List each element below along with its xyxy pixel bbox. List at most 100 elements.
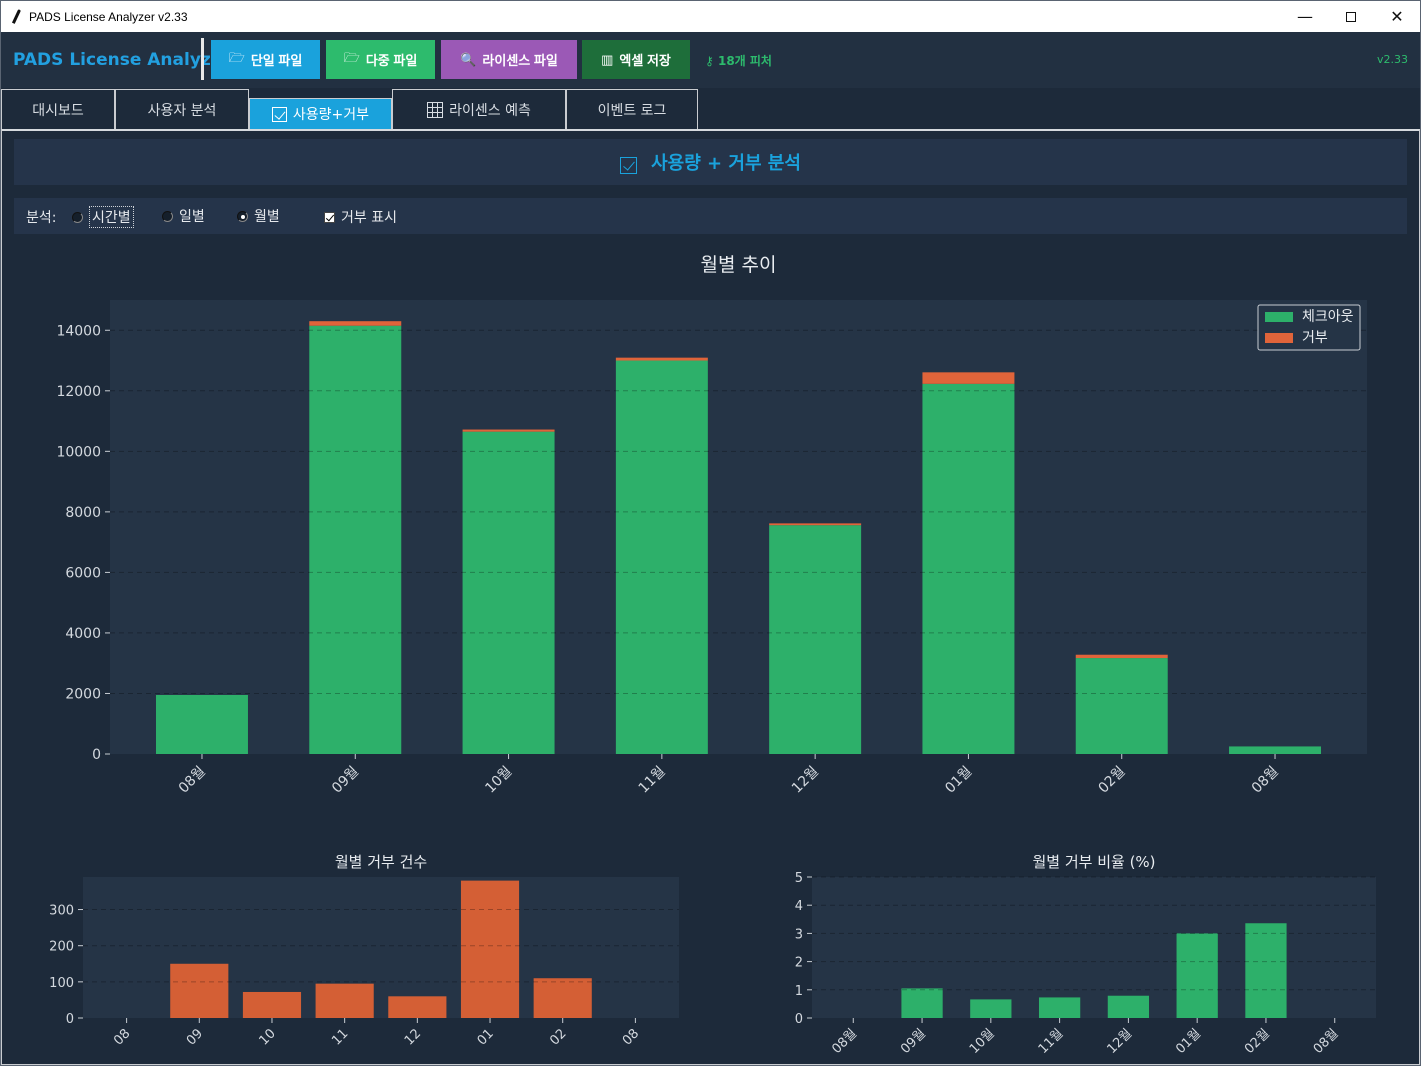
x-tick-label: 09월 [898, 1026, 929, 1057]
bar [170, 963, 229, 1018]
y-tick-label: 12000 [56, 384, 101, 400]
x-tick-label: 08월 [829, 1026, 860, 1057]
checkbox-icon [620, 156, 638, 174]
x-tick-label: 02월 [1096, 764, 1129, 797]
bar [155, 694, 248, 754]
x-tick-label: 08 [111, 1026, 133, 1048]
bar [1107, 995, 1150, 1018]
radio-monthly[interactable]: 월별 [237, 206, 280, 226]
x-tick-label: 12 [402, 1026, 424, 1048]
radio-selected-icon [237, 210, 248, 222]
multi-file-button[interactable]: 🗁 다중 파일 [326, 40, 435, 79]
radio-hourly-label: 시간별 [89, 206, 134, 228]
tab-license-forecast[interactable]: 라이센스 예측 [392, 89, 566, 129]
single-file-button[interactable]: 🗁 단일 파일 [211, 40, 320, 79]
x-tick-label: 12월 [1104, 1026, 1135, 1057]
tab-event-log[interactable]: 이벤트 로그 [566, 89, 698, 129]
x-tick-label: 11 [329, 1026, 351, 1048]
y-tick-label: 3 [795, 927, 803, 942]
bar [309, 325, 402, 754]
bar [922, 383, 1015, 754]
x-tick-label: 08 [620, 1026, 642, 1048]
x-tick-label: 08월 [1249, 764, 1282, 797]
toolbar: PADS License Analyzer 🗁 단일 파일 🗁 다중 파일 🔍 라이센… [1, 32, 1420, 88]
bar [388, 996, 447, 1018]
bar [1038, 997, 1081, 1018]
tab-user-analysis[interactable]: 사용자 분석 [115, 89, 249, 129]
bar [462, 429, 555, 432]
bar [1229, 746, 1322, 754]
y-tick-label: 8000 [65, 505, 101, 521]
tab-label: 사용자 분석 [147, 102, 217, 119]
x-tick-label: 09 [184, 1026, 206, 1048]
y-tick-label: 0 [795, 1012, 803, 1027]
tab-label: 대시보드 [32, 102, 84, 119]
section-title: 사용량 + 거부 분석 [651, 153, 801, 174]
bar [533, 978, 592, 1018]
tab-usage-deny[interactable]: 사용량+거부 [249, 98, 392, 129]
legend-label: 체크아웃 [1302, 309, 1354, 325]
tab-label: 라이센스 예측 [449, 102, 531, 119]
maximize-button[interactable] [1328, 1, 1374, 32]
analysis-label: 분석: [26, 210, 57, 226]
single-file-label: 단일 파일 [250, 53, 303, 68]
show-deny-checkbox[interactable]: 거부 표시 [324, 207, 397, 227]
x-tick-label: 01월 [942, 764, 975, 797]
excel-save-button[interactable]: ▥ 엑셀 저장 [582, 40, 690, 79]
show-deny-label: 거부 표시 [341, 210, 397, 226]
key-icon: ⚷ [705, 54, 718, 68]
checkbox-icon [271, 106, 287, 122]
chart-title: 월별 거부 건수 [335, 853, 427, 871]
x-tick-label: 09월 [329, 764, 362, 797]
legend-swatch [1265, 312, 1293, 322]
radio-hourly[interactable]: 시간별 [72, 206, 134, 228]
y-tick-label: 10000 [56, 444, 101, 460]
close-button[interactable]: ✕ [1390, 7, 1404, 26]
tab-label: 이벤트 로그 [597, 102, 667, 119]
bar [1075, 658, 1168, 754]
bar [460, 880, 520, 1018]
x-tick-label: 01월 [1173, 1026, 1204, 1057]
y-tick-label: 1 [795, 984, 803, 999]
analysis-options: 분석: 시간별 일별 월별 거부 표시 [14, 198, 1407, 234]
bar [1075, 654, 1168, 659]
toolbar-divider [201, 38, 204, 80]
chart-title: 월별 거부 비율 (%) [1032, 853, 1155, 871]
bar [315, 983, 374, 1018]
chart-title: 월별 추이 [701, 254, 777, 276]
excel-save-label: 엑셀 저장 [619, 53, 671, 68]
y-tick-label: 300 [49, 904, 74, 919]
y-tick-label: 14000 [56, 323, 101, 339]
bar [615, 357, 708, 361]
y-tick-label: 5 [795, 871, 803, 886]
window-title: PADS License Analyzer v2.33 [29, 9, 188, 24]
minimize-button[interactable]: — [1297, 7, 1313, 26]
bar [769, 523, 862, 526]
x-tick-label: 08월 [1311, 1026, 1342, 1057]
x-tick-label: 11월 [636, 764, 669, 797]
tab-dashboard[interactable]: 대시보드 [1, 89, 115, 129]
bar [922, 372, 1015, 384]
x-tick-label: 08월 [176, 764, 209, 797]
y-tick-label: 4 [795, 899, 803, 914]
x-tick-label: 12월 [789, 764, 822, 797]
x-tick-label: 11월 [1036, 1026, 1067, 1057]
bar [970, 999, 1012, 1018]
chart-icon: ▥ [601, 51, 614, 67]
radio-daily[interactable]: 일별 [162, 206, 205, 226]
title-bar: PADS License Analyzer v2.33 — ✕ [1, 1, 1420, 32]
checkmark-icon [324, 211, 335, 223]
license-file-button[interactable]: 🔍 라이센스 파일 [441, 40, 577, 79]
bar [901, 988, 943, 1018]
bar [309, 321, 402, 326]
bar [1176, 933, 1218, 1018]
y-tick-label: 0 [66, 1012, 74, 1027]
license-file-label: 라이센스 파일 [482, 53, 558, 68]
feature-count: ⚷ 18개 피처 [705, 52, 772, 69]
folder-icon: 🗁 [228, 49, 245, 65]
bar [615, 360, 708, 754]
x-tick-label: 10월 [482, 764, 515, 797]
section-header: 사용량 + 거부 분석 [14, 139, 1407, 185]
tab-bar: 대시보드 사용자 분석 사용량+거부 라이센스 예측 이벤트 로그 [1, 88, 1420, 129]
